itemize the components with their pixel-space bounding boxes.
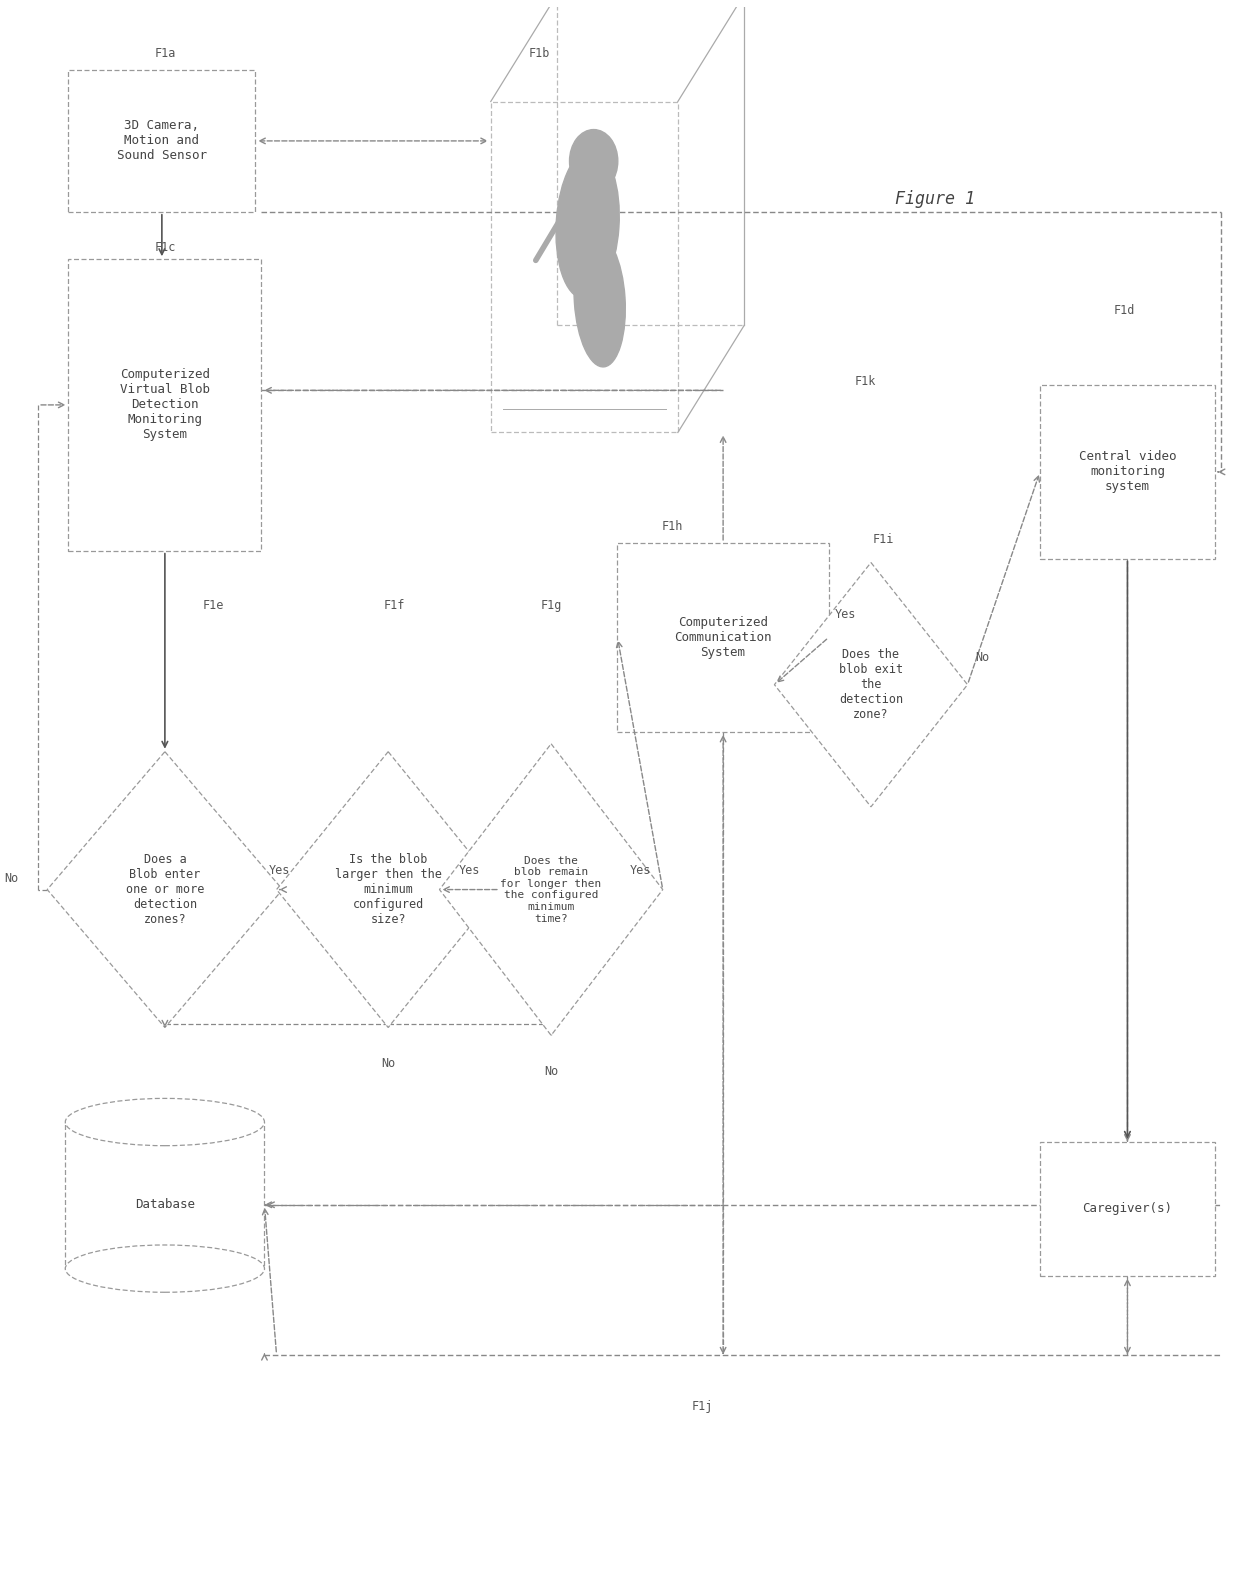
- Text: F1d: F1d: [1114, 304, 1135, 318]
- Text: F1j: F1j: [691, 1399, 713, 1412]
- Text: F1e: F1e: [202, 599, 224, 612]
- Text: No: No: [975, 650, 990, 665]
- Text: Computerized
Communication
System: Computerized Communication System: [675, 615, 771, 658]
- Text: Does the
blob exit
the
detection
zone?: Does the blob exit the detection zone?: [839, 649, 903, 722]
- FancyBboxPatch shape: [618, 542, 828, 731]
- Text: Yes: Yes: [269, 863, 290, 876]
- Text: Central video
monitoring
system: Central video monitoring system: [1079, 450, 1177, 493]
- Circle shape: [569, 129, 618, 192]
- Ellipse shape: [574, 234, 625, 367]
- Text: Is the blob
larger then the
minimum
configured
size?: Is the blob larger then the minimum conf…: [335, 854, 441, 925]
- Text: Figure 1: Figure 1: [895, 189, 975, 208]
- Text: F1a: F1a: [154, 48, 176, 60]
- Text: No: No: [381, 1057, 396, 1070]
- Text: No: No: [4, 871, 19, 884]
- Ellipse shape: [556, 149, 619, 299]
- Text: 3D Camera,
Motion and
Sound Sensor: 3D Camera, Motion and Sound Sensor: [117, 119, 207, 162]
- Text: Yes: Yes: [630, 863, 651, 876]
- Text: F1i: F1i: [873, 533, 894, 545]
- Text: F1h: F1h: [661, 520, 682, 533]
- Ellipse shape: [66, 1099, 264, 1146]
- Text: F1f: F1f: [383, 599, 405, 612]
- Text: F1g: F1g: [541, 599, 562, 612]
- Text: F1b: F1b: [528, 48, 549, 60]
- Text: Yes: Yes: [459, 863, 480, 876]
- Text: Computerized
Virtual Blob
Detection
Monitoring
System: Computerized Virtual Blob Detection Moni…: [120, 369, 210, 442]
- Text: Database: Database: [135, 1199, 195, 1212]
- Text: F1k: F1k: [854, 375, 875, 388]
- Polygon shape: [47, 752, 283, 1027]
- FancyBboxPatch shape: [66, 1123, 264, 1269]
- Text: Caregiver(s): Caregiver(s): [1083, 1202, 1173, 1215]
- Text: Does a
Blob enter
one or more
detection
zones?: Does a Blob enter one or more detection …: [125, 854, 205, 925]
- Polygon shape: [277, 752, 500, 1027]
- Ellipse shape: [66, 1245, 264, 1293]
- Text: Does the
blob remain
for longer then
the configured
minimum
time?: Does the blob remain for longer then the…: [501, 855, 601, 924]
- Polygon shape: [439, 744, 662, 1035]
- FancyBboxPatch shape: [68, 259, 262, 550]
- Polygon shape: [775, 563, 967, 806]
- FancyBboxPatch shape: [1040, 1142, 1215, 1275]
- FancyBboxPatch shape: [1040, 385, 1215, 558]
- Text: F1c: F1c: [154, 242, 176, 254]
- Text: No: No: [544, 1065, 558, 1078]
- Text: Yes: Yes: [835, 609, 856, 622]
- FancyBboxPatch shape: [68, 70, 255, 211]
